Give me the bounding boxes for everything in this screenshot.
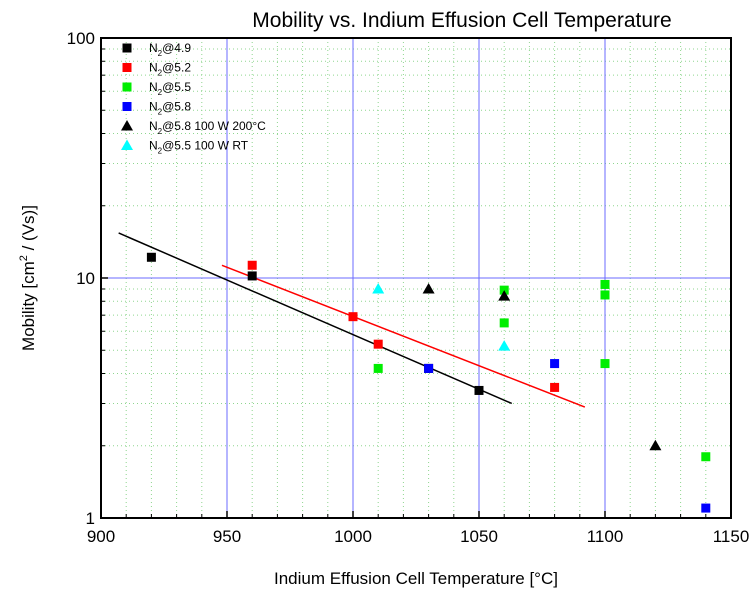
data-point-series-5	[649, 439, 662, 451]
data-point-series-5	[498, 290, 511, 301]
data-point-series-1	[146, 252, 156, 262]
legend-label: N2@5.8 100 W 200°C	[149, 119, 266, 136]
legend-label-subscript: 2	[158, 127, 163, 136]
data-point-series-4	[424, 363, 434, 373]
legend-label-prefix: N	[149, 80, 158, 94]
legend-label-subscript: 2	[158, 49, 163, 58]
major-grid	[101, 38, 731, 518]
data-points	[146, 252, 711, 513]
data-point-series-3	[499, 285, 509, 295]
legend-label-subscript: 2	[158, 108, 163, 117]
x-tick-label: 900	[87, 527, 115, 546]
legend-label-subscript: 2	[158, 147, 163, 156]
legend-label-suffix: @5.2	[162, 61, 191, 75]
data-point-series-1	[247, 271, 257, 281]
data-point-series-2	[550, 382, 560, 392]
y-axis-title-main: Mobility [cm	[19, 261, 38, 351]
legend-label-suffix: @4.9	[162, 41, 191, 55]
y-tick-label: 100	[67, 29, 95, 48]
legend-marker	[122, 82, 132, 92]
data-point-series-6	[498, 340, 511, 351]
y-tick-labels: 1 10 100	[67, 29, 95, 528]
legend-label-subscript: 2	[158, 88, 163, 97]
x-axis-title: Indium Effusion Cell Temperature [°C]	[274, 569, 558, 588]
data-point-series-4	[550, 359, 560, 369]
x-tick-label: 1000	[334, 527, 372, 546]
data-point-series-1	[474, 385, 484, 395]
chart-title: Mobility vs. Indium Effusion Cell Temper…	[252, 9, 671, 32]
legend-label-prefix: N	[149, 100, 158, 114]
legend-label-suffix: @5.8 100 W 200°C	[162, 119, 266, 133]
y-axis-title: Mobility [cm2 / (Vs)]	[18, 205, 38, 351]
legend-label-suffix: @5.5 100 W RT	[162, 139, 249, 153]
data-point-series-6	[372, 282, 385, 294]
legend-label-prefix: N	[149, 61, 158, 75]
fit-line	[221, 264, 586, 408]
legend: N2@4.9N2@5.2N2@5.5N2@5.8N2@5.8 100 W 200…	[121, 41, 266, 156]
x-tick-label: 950	[213, 527, 241, 546]
y-axis-title-tail: / (Vs)]	[19, 205, 38, 255]
data-point-series-3	[701, 452, 711, 462]
legend-label-suffix: @5.8	[162, 100, 191, 114]
legend-label-prefix: N	[149, 119, 158, 133]
data-point-series-2	[373, 339, 383, 349]
y-axis-title-sup: 2	[18, 255, 30, 261]
x-tick-label: 1150	[713, 527, 750, 546]
data-point-series-4	[701, 503, 711, 513]
x-tick-label: 1100	[587, 527, 624, 546]
legend-label: N2@4.9	[149, 41, 191, 58]
data-point-series-3	[600, 359, 610, 369]
legend-label: N2@5.8	[149, 100, 191, 117]
fit-lines	[118, 232, 586, 408]
legend-label: N2@5.5	[149, 80, 191, 97]
legend-label-prefix: N	[149, 41, 158, 55]
legend-label: N2@5.5 100 W RT	[149, 139, 249, 156]
data-point-series-5	[422, 282, 435, 294]
legend-label: N2@5.2	[149, 61, 191, 78]
legend-label-suffix: @5.5	[162, 80, 191, 94]
legend-marker	[122, 43, 132, 53]
data-point-series-3	[373, 363, 383, 373]
data-point-series-3	[600, 290, 610, 300]
data-point-series-2	[348, 312, 358, 322]
y-tick-label: 1	[86, 509, 95, 528]
data-point-series-3	[499, 318, 509, 328]
fit-line	[118, 232, 513, 405]
axis-ticks	[100, 37, 732, 519]
legend-marker	[122, 63, 132, 72]
y-tick-label: 10	[76, 269, 95, 288]
legend-label-prefix: N	[149, 139, 158, 153]
data-point-series-2	[247, 260, 257, 270]
legend-marker	[121, 120, 133, 131]
data-point-series-3	[600, 279, 610, 289]
legend-marker	[121, 139, 133, 150]
legend-label-subscript: 2	[158, 69, 163, 78]
x-tick-label: 1050	[460, 527, 498, 546]
x-tick-labels: 900 950 1000 1050 1100 1150	[87, 527, 749, 546]
legend-marker	[122, 102, 132, 111]
